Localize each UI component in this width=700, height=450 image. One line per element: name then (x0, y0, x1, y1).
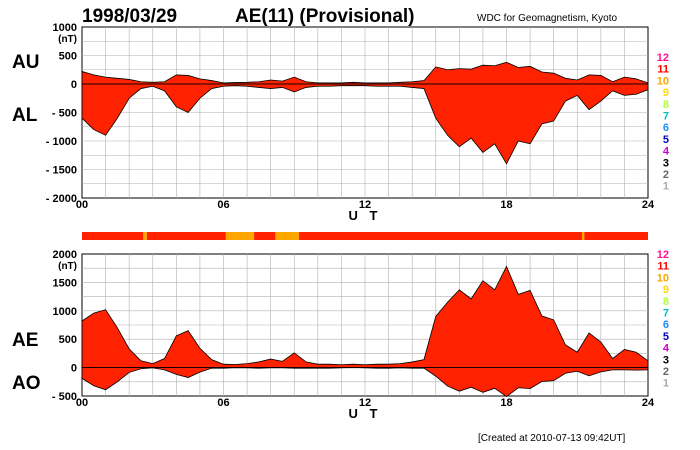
station-scale-label: 10 (657, 272, 669, 284)
station-bar-segment (275, 232, 299, 240)
y-tick-label: 1000 (53, 22, 77, 34)
station-bar-segment (581, 232, 585, 240)
station-bar-segment (584, 232, 648, 240)
station-scale-label: 6 (663, 319, 669, 331)
y-tick-label: 1000 (53, 306, 77, 318)
y-tick-label: - 500 (52, 391, 77, 403)
x-tick-label: 18 (500, 199, 512, 211)
ae-ao-xticks: 00 06 12 18 24 (76, 397, 655, 409)
source-label: WDC for Geomagnetism, Kyoto (477, 13, 617, 24)
au-al-grid (82, 27, 648, 198)
y-tick-label: 500 (59, 51, 77, 63)
au-side-label: AU (12, 52, 39, 73)
x-tick-label: 18 (500, 397, 512, 409)
station-bar-segment (82, 232, 144, 240)
created-timestamp: [Created at 2010-07-13 09:42UT] (478, 433, 626, 444)
station-scale-label: 5 (663, 331, 669, 343)
station-scale-label: 10 (657, 75, 669, 87)
station-bar-segment (146, 232, 226, 240)
x-tick-label: 06 (217, 397, 229, 409)
date-title: 1998/03/29 (82, 6, 177, 27)
station-bar-segment (225, 232, 255, 240)
station-scale-label: 3 (663, 157, 669, 169)
station-scale-label: 1 (663, 181, 669, 193)
series-ae-area (81, 265, 649, 368)
station-bar-segment (254, 232, 276, 240)
y-tick-label: 1500 (53, 277, 77, 289)
station-scale-label: 8 (663, 296, 669, 308)
y-tick-label: 500 (59, 334, 77, 346)
station-scale-label: 5 (663, 134, 669, 146)
al-side-label: AL (12, 105, 38, 126)
y-tick-label: 2000 (53, 249, 77, 261)
x-tick-label: 12 (359, 397, 371, 409)
index-title: AE(11) (Provisional) (235, 6, 415, 27)
station-scale-label: 6 (663, 122, 669, 134)
au-al-xlabel: U T (349, 208, 382, 223)
station-scale-label: 9 (663, 87, 669, 99)
station-scale-label: 7 (663, 111, 669, 123)
ae-ao-unit-label: (nT) (58, 261, 77, 272)
x-tick-label: 24 (642, 199, 655, 211)
ao-side-label: AO (12, 373, 41, 394)
series-au-area (81, 61, 649, 85)
au-al-yticks: 1000 500 0 - 500 - 1000 - 1500 - 2000 (46, 22, 77, 205)
station-scale-label: 4 (663, 146, 670, 158)
station-scale-label: 7 (663, 308, 669, 320)
x-tick-label: 00 (76, 397, 88, 409)
au-al-fill (81, 61, 649, 165)
station-scale-label: 4 (663, 343, 670, 355)
au-al-unit-label: (nT) (58, 34, 77, 45)
station-scale-label: 1 (663, 378, 669, 390)
station-scale-label: 9 (663, 284, 669, 296)
x-tick-label: 24 (642, 397, 655, 409)
x-tick-label: 12 (359, 199, 371, 211)
ae-ao-xlabel: U T (349, 406, 382, 421)
y-tick-label: - 1000 (46, 136, 77, 148)
x-tick-label: 06 (217, 199, 229, 211)
station-bar-segment (298, 232, 582, 240)
station-scale-label: 11 (657, 64, 669, 76)
station-scale-label: 8 (663, 99, 669, 111)
y-tick-label: - 2000 (46, 193, 77, 205)
station-scale-label: 11 (657, 261, 669, 273)
ae-ao-yticks: 2000 1500 1000 500 0 - 500 (52, 249, 77, 403)
series-al-area (81, 83, 649, 165)
au-al-xticks: 00 06 12 18 24 (76, 199, 655, 211)
station-scale-label: 12 (657, 249, 669, 261)
series-ao-area (81, 367, 649, 398)
ae-ao-fill (81, 265, 649, 398)
y-tick-label: - 1500 (46, 165, 77, 177)
x-tick-label: 00 (76, 199, 88, 211)
y-tick-label: 0 (71, 363, 77, 375)
y-tick-label: - 500 (52, 108, 77, 120)
station-scale-label: 2 (663, 366, 669, 378)
station-bar-segment (143, 232, 147, 240)
ae-side-label: AE (12, 330, 38, 351)
station-scale-label: 2 (663, 169, 669, 181)
station-scale-label: 3 (663, 354, 669, 366)
y-tick-label: 0 (71, 79, 77, 91)
station-count-bar (82, 232, 648, 240)
station-scale-label: 12 (657, 52, 669, 64)
